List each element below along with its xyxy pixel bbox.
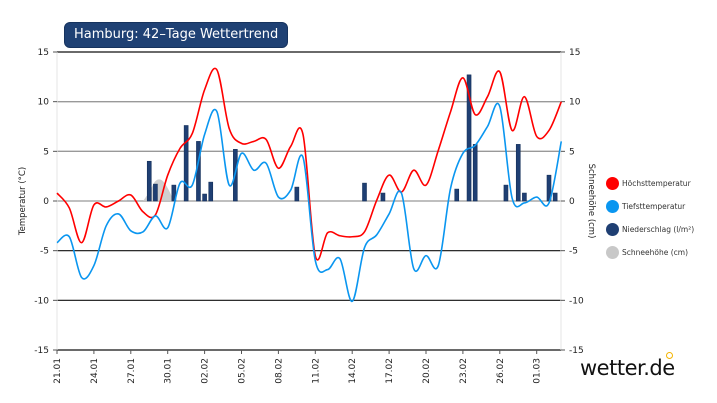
precipitation-bar bbox=[503, 184, 509, 202]
x-tick-label: 02.02 bbox=[201, 358, 211, 384]
precipitation-bar bbox=[380, 192, 386, 202]
precipitation-bar bbox=[522, 192, 527, 202]
precipitation-series bbox=[146, 74, 558, 202]
precipitation-bar bbox=[515, 144, 521, 202]
precipitation-bar bbox=[202, 193, 207, 202]
precipitation-bar bbox=[153, 183, 158, 202]
precipitation-bar bbox=[454, 188, 460, 202]
grid-lines bbox=[56, 51, 562, 351]
legend-item-high[interactable]: Höchsttemperatur bbox=[606, 172, 694, 195]
y-axis-right: 15 10 5 0 -5 -10 -15 bbox=[561, 48, 584, 356]
chart-title: Hamburg: 42–Tage Wettertrend bbox=[64, 22, 289, 48]
x-tick-label: 27.01 bbox=[127, 358, 137, 384]
y-tick-label: 15 bbox=[38, 48, 49, 58]
y2-tick-label: 10 bbox=[569, 98, 581, 108]
x-tick-label: 24.01 bbox=[90, 358, 100, 384]
precipitation-bar bbox=[294, 186, 300, 202]
legend-dot bbox=[606, 200, 619, 213]
low-temperature-line bbox=[56, 102, 563, 303]
y-tick-label: 0 bbox=[43, 197, 49, 207]
y2-tick-label: 15 bbox=[569, 48, 580, 58]
x-tick-label: 26.02 bbox=[496, 358, 506, 384]
precipitation-bar bbox=[552, 192, 558, 202]
x-tick-label: 05.02 bbox=[238, 358, 248, 384]
precipitation-bar bbox=[472, 144, 478, 202]
precipitation-bar bbox=[183, 125, 189, 202]
precipitation-bar bbox=[146, 160, 152, 202]
precipitation-bar bbox=[466, 74, 472, 202]
logo-ring-icon bbox=[666, 352, 673, 359]
legend-dot bbox=[606, 223, 619, 236]
y-tick-label: -15 bbox=[34, 346, 49, 356]
x-tick-label: 08.02 bbox=[274, 358, 284, 384]
legend-item-precipitation[interactable]: Niederschlag (l/m²) bbox=[606, 218, 694, 241]
precipitation-bar bbox=[362, 182, 367, 202]
y2-tick-label: -10 bbox=[569, 296, 584, 306]
precipitation-bar bbox=[208, 181, 214, 202]
y-axis-left: 15 10 5 0 -5 -10 -15 bbox=[34, 48, 57, 356]
temperature-series bbox=[56, 67, 563, 303]
x-axis: 21.01 24.01 27.01 30.01 02.02 05.02 08.02 11.02… bbox=[53, 350, 543, 384]
x-tick-label: 21.01 bbox=[53, 358, 63, 384]
legend-item-low[interactable]: Tiefsttemperatur bbox=[606, 195, 694, 218]
x-tick-label: 11.02 bbox=[311, 358, 321, 384]
wetter-de-logo[interactable]: wetter.de bbox=[580, 356, 675, 380]
legend-dot bbox=[606, 177, 619, 190]
y-tick-label: -5 bbox=[40, 247, 49, 257]
x-tick-label: 14.02 bbox=[348, 358, 358, 384]
y-axis-title: Temperatur (°C) bbox=[18, 167, 28, 236]
x-tick-label: 01.03 bbox=[533, 358, 543, 384]
legend: Höchsttemperatur Tiefsttemperatur Nieder… bbox=[606, 172, 694, 264]
x-tick-label: 23.02 bbox=[459, 358, 469, 384]
y2-axis-title: Schneehöhe (cm) bbox=[586, 164, 596, 239]
y2-tick-label: -5 bbox=[569, 247, 578, 257]
y-tick-label: -10 bbox=[34, 296, 49, 306]
x-tick-label: 20.02 bbox=[422, 358, 432, 384]
y2-tick-label: -15 bbox=[569, 346, 584, 356]
legend-item-snow[interactable]: Schneehöhe (cm) bbox=[606, 241, 694, 264]
legend-dot bbox=[606, 246, 619, 259]
y-tick-label: 5 bbox=[43, 147, 49, 157]
x-tick-label: 30.01 bbox=[164, 358, 174, 384]
high-temperature-line bbox=[56, 67, 563, 261]
y2-tick-label: 0 bbox=[569, 197, 575, 207]
precipitation-bar bbox=[171, 184, 177, 202]
y-tick-label: 10 bbox=[38, 98, 50, 108]
y2-tick-label: 5 bbox=[569, 147, 575, 157]
x-tick-label: 17.02 bbox=[385, 358, 395, 384]
